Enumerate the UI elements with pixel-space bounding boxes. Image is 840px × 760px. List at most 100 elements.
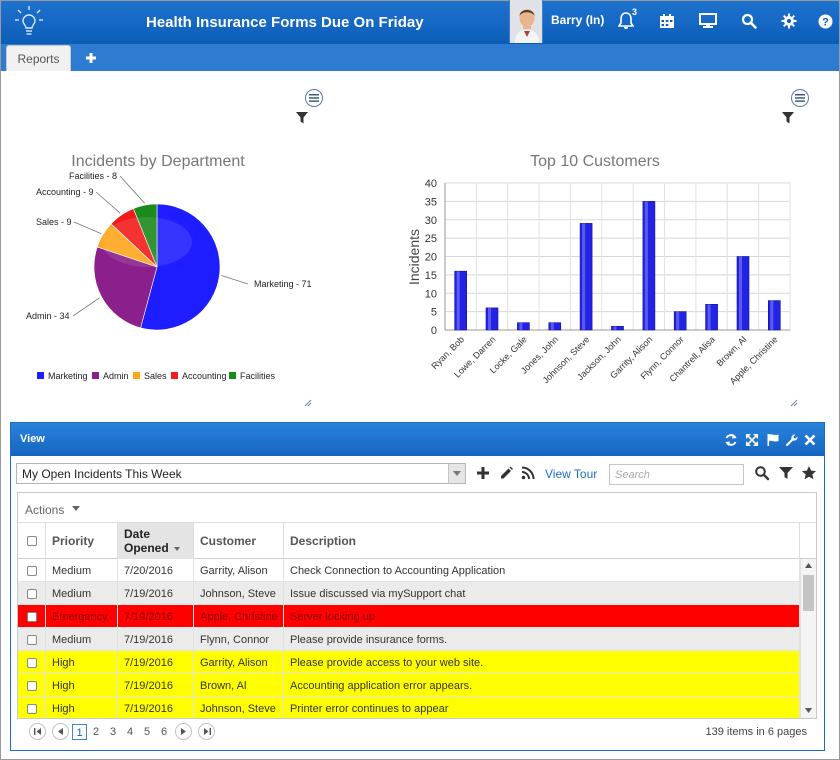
last-page-button[interactable] (198, 723, 215, 740)
bar-chart-filter-icon[interactable] (782, 112, 794, 124)
row-checkbox[interactable] (27, 657, 37, 668)
table-row[interactable]: Medium 7/19/2016 Johnson, Steve Issue di… (18, 582, 800, 605)
pie-chart-menu-icon[interactable] (305, 89, 323, 107)
monitor-icon[interactable] (698, 11, 718, 31)
close-icon[interactable] (803, 433, 817, 447)
first-page-button[interactable] (29, 723, 46, 740)
gear-icon[interactable] (779, 11, 799, 31)
bar[interactable] (767, 300, 781, 331)
bar[interactable] (517, 322, 530, 331)
cell-priority: Medium (46, 582, 118, 605)
edit-pencil-icon[interactable] (498, 465, 514, 481)
add-view-plus-icon[interactable] (475, 465, 491, 481)
cell-customer: Garrity, Alison (194, 559, 284, 582)
legend-item[interactable]: Marketing (48, 371, 88, 381)
legend-item[interactable]: Accounting (182, 371, 227, 381)
column-header-date-opened[interactable]: Date Opened (118, 523, 194, 559)
table-row[interactable]: Medium 7/19/2016 Flynn, Connor Please pr… (18, 628, 800, 651)
page-number[interactable]: 3 (109, 726, 117, 738)
view-select-dropdown-button[interactable] (448, 464, 465, 483)
cell-customer: Johnson, Steve (194, 697, 284, 718)
bar[interactable] (642, 201, 656, 331)
legend-item[interactable]: Facilities (240, 371, 276, 381)
y-tick-label: 5 (431, 307, 437, 319)
add-tab-plus-icon[interactable] (83, 51, 99, 65)
bar[interactable] (454, 270, 467, 331)
pie-chart-filter-icon[interactable] (296, 112, 308, 124)
page-number[interactable]: 5 (143, 726, 151, 738)
row-select-cell (18, 628, 46, 651)
filter-icon[interactable] (778, 465, 794, 481)
bar[interactable] (485, 307, 499, 331)
lightbulb-logo-icon[interactable] (14, 5, 44, 39)
row-checkbox[interactable] (27, 680, 37, 691)
bar[interactable] (673, 311, 687, 331)
bar-chart-menu-icon[interactable] (791, 89, 809, 107)
favorite-star-icon[interactable] (801, 465, 817, 481)
bar[interactable] (736, 256, 750, 331)
pie-slice-marketing[interactable] (140, 203, 221, 331)
bell-icon[interactable] (616, 11, 636, 31)
bar[interactable] (548, 322, 562, 331)
actions-caret-icon[interactable] (72, 506, 80, 511)
pie-slice-admin[interactable] (93, 246, 158, 329)
flag-icon[interactable] (766, 433, 780, 447)
table-row[interactable]: High 7/19/2016 Brown, Al Accounting appl… (18, 674, 800, 697)
page-number-current[interactable]: 1 (72, 724, 87, 740)
row-checkbox[interactable] (27, 611, 37, 622)
scrollbar-thumb[interactable] (803, 575, 814, 611)
table-row[interactable]: Medium 7/20/2016 Garrity, Alison Check C… (18, 559, 800, 582)
actions-menu-label[interactable]: Actions (25, 503, 65, 517)
table-row[interactable]: High 7/19/2016 Johnson, Steve Printer er… (18, 697, 800, 718)
search-input[interactable] (609, 464, 744, 485)
pie-slice-facilities[interactable] (133, 203, 158, 268)
cell-customer: Apple, Christine (194, 605, 284, 628)
user-avatar[interactable] (509, 0, 543, 43)
page-number[interactable]: 6 (160, 726, 168, 738)
row-checkbox[interactable] (27, 703, 37, 714)
search-icon[interactable] (739, 11, 759, 31)
rss-feed-icon[interactable] (520, 465, 536, 481)
legend-item[interactable]: Sales (144, 371, 167, 381)
column-header-description[interactable]: Description (284, 523, 800, 559)
view-select[interactable]: My Open Incidents This Week (16, 463, 466, 484)
row-checkbox[interactable] (27, 634, 37, 645)
legend-item[interactable]: Admin (103, 371, 129, 381)
scroll-down-arrow-icon[interactable] (805, 708, 812, 713)
view-tour-link[interactable]: View Tour (545, 467, 598, 481)
row-select-cell (18, 651, 46, 674)
pie-label-connector (72, 297, 100, 317)
select-all-checkbox[interactable] (27, 536, 37, 546)
first-page-icon (33, 728, 41, 735)
bar-highlight (550, 322, 554, 330)
table-row[interactable]: High 7/19/2016 Garrity, Alison Please pr… (18, 651, 800, 674)
tab-reports[interactable]: Reports (6, 45, 71, 71)
next-page-button[interactable] (175, 723, 192, 740)
bar-panel-resize-icon[interactable] (790, 399, 798, 407)
column-header-priority[interactable]: Priority (46, 523, 118, 559)
bar-highlight (582, 223, 586, 330)
expand-icon[interactable] (745, 433, 759, 447)
bar[interactable] (705, 304, 718, 331)
cell-priority: High (46, 651, 118, 674)
user-name[interactable]: Barry (In) (551, 13, 605, 27)
search-icon[interactable] (754, 465, 770, 481)
bar[interactable] (611, 326, 624, 331)
refresh-icon[interactable] (724, 433, 738, 447)
cell-description: Please provide insurance forms. (284, 628, 800, 651)
column-header-customer[interactable]: Customer (194, 523, 284, 559)
row-checkbox[interactable] (27, 565, 37, 576)
pie-panel-resize-icon[interactable] (304, 399, 312, 407)
table-row[interactable]: Emergency 7/19/2016 Apple, Christine Ser… (18, 605, 800, 628)
bar[interactable] (579, 223, 593, 331)
page-number[interactable]: 2 (92, 726, 100, 738)
scroll-up-arrow-icon[interactable] (805, 563, 812, 568)
calendar-icon[interactable] (657, 11, 677, 31)
grid-vertical-scrollbar[interactable] (800, 559, 816, 718)
pie-gloss (102, 217, 192, 267)
previous-page-button[interactable] (52, 723, 69, 740)
page-number[interactable]: 4 (126, 726, 134, 738)
help-icon[interactable]: ? (815, 11, 835, 31)
row-checkbox[interactable] (27, 588, 37, 599)
wrench-icon[interactable] (785, 433, 799, 447)
